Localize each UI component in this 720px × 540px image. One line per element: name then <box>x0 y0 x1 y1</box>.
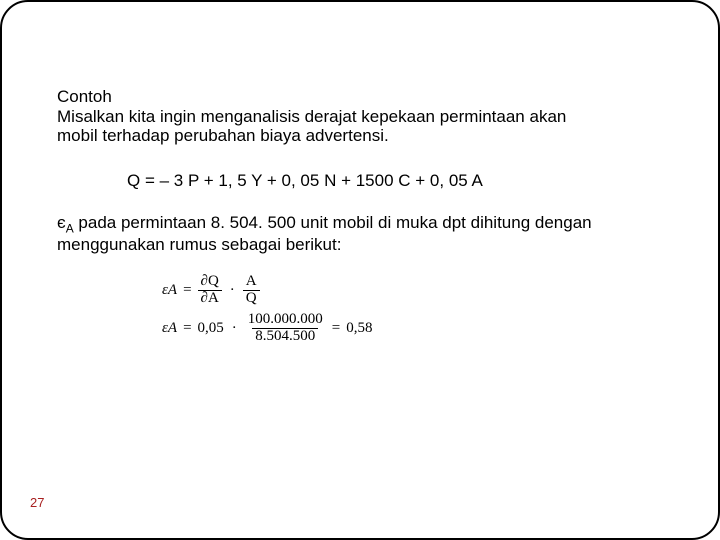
formula2-lhs: εA <box>162 320 177 337</box>
formula2-num: 100.000.000 <box>245 312 326 328</box>
intro-paragraph: Contoh Misalkan kita ingin menganalisis … <box>57 87 663 146</box>
elasticity-paragraph: єA pada permintaan 8. 504. 500 unit mobi… <box>57 213 663 256</box>
intro-line-1: Misalkan kita ingin menganalisis derajat… <box>57 107 566 126</box>
formula1-f1-den: ∂A <box>198 290 222 307</box>
formula2-frac: 100.000.000 8.504.500 <box>245 312 326 345</box>
formula1-eq: = <box>183 282 191 299</box>
formula2-den: 8.504.500 <box>252 328 318 345</box>
formula1-frac1: ∂Q ∂A <box>198 274 222 307</box>
formula-general: εA = ∂Q ∂A · A Q <box>162 274 663 307</box>
formula1-lhs: εA <box>162 282 177 299</box>
heading-text: Contoh <box>57 87 112 106</box>
formula2-eq2: = <box>332 320 340 337</box>
epsilon-symbol: є <box>57 213 66 232</box>
formula2-dot: · <box>230 320 239 337</box>
slide-frame: Contoh Misalkan kita ingin menganalisis … <box>0 0 720 540</box>
formula1-f2-num: A <box>243 274 260 290</box>
para2-line2: menggunakan rumus sebagai berikut: <box>57 235 341 254</box>
formula2-result: 0,58 <box>346 320 372 337</box>
page-number: 27 <box>30 495 44 510</box>
formula2-eq1: = <box>183 320 191 337</box>
formula1-f1-num: ∂Q <box>198 274 222 290</box>
formula-block: εA = ∂Q ∂A · A Q εA = 0,05 · 100.000.000 <box>162 274 663 345</box>
formula1-dot: · <box>228 282 237 299</box>
formula-numeric: εA = 0,05 · 100.000.000 8.504.500 = 0,58 <box>162 312 663 345</box>
formula1-f2-den: Q <box>243 290 260 307</box>
intro-line-2: mobil terhadap perubahan biaya advertens… <box>57 126 389 145</box>
content-area: Contoh Misalkan kita ingin menganalisis … <box>57 87 663 345</box>
epsilon-subscript: A <box>66 221 74 235</box>
formula2-coef: 0,05 <box>198 320 224 337</box>
para2-text: pada permintaan 8. 504. 500 unit mobil d… <box>74 213 592 232</box>
formula1-frac2: A Q <box>243 274 260 307</box>
demand-equation: Q = – 3 P + 1, 5 Y + 0, 05 N + 1500 C + … <box>127 171 663 191</box>
